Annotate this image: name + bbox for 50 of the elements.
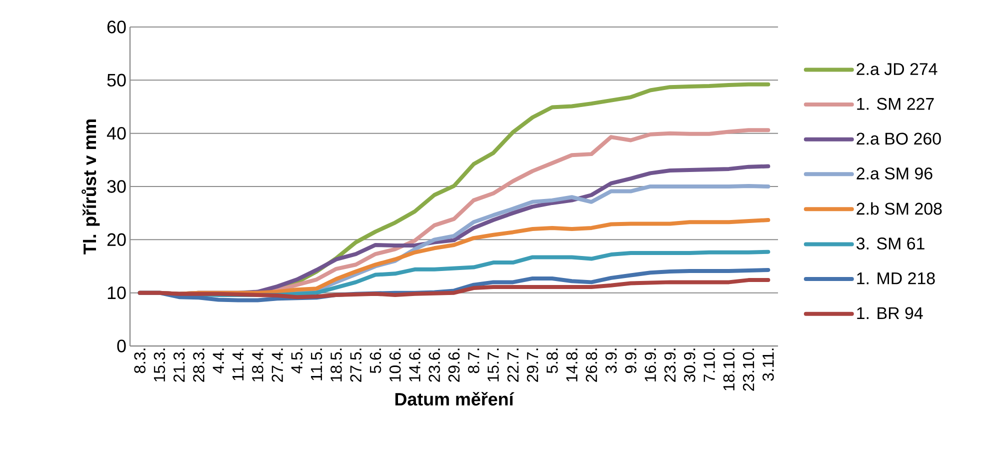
legend-label: 2.a JD 274 — [856, 63, 938, 76]
y-tick-label: 30 — [107, 180, 126, 193]
x-tick-label: 15.3. — [154, 348, 166, 382]
y-tick-label: 40 — [106, 126, 126, 140]
x-tick-label: 5.8. — [546, 348, 558, 374]
y-tick-label: 0 — [117, 340, 126, 352]
x-tick-label: 3.11. — [762, 348, 774, 381]
legend-label: 1. SM 227 — [857, 98, 934, 110]
x-tick-label: 18.4. — [252, 348, 264, 382]
y-tick-label: 60 — [107, 20, 126, 34]
x-tick-label: 26.8. — [586, 348, 598, 382]
x-tick-label: 15.7. — [488, 348, 499, 382]
legend-label: 2.a BO 260 — [856, 132, 941, 145]
legend-label: 1. BR 94 — [857, 307, 923, 320]
x-tick-label: 28.3. — [193, 348, 204, 382]
x-tick-label: 4.4. — [212, 348, 224, 374]
legend-label: 2.a SM 96 — [856, 167, 932, 180]
x-tick-label: 22.7. — [507, 348, 518, 382]
x-tick-label: 3.9. — [605, 348, 617, 374]
x-tick-label: 11.5. — [310, 348, 322, 380]
x-tick-label: 29.7. — [526, 348, 538, 382]
x-tick-label: 9.9. — [625, 348, 636, 374]
y-tick-label: 20 — [107, 233, 126, 246]
x-tick-label: 27.4. — [272, 348, 283, 382]
x-tick-label: 21.3. — [173, 348, 185, 382]
x-tick-label: 23.6. — [428, 348, 440, 382]
x-tick-label: 23.9. — [664, 348, 676, 382]
x-tick-label: 23.10. — [742, 348, 754, 391]
x-tick-label: 5.6. — [370, 348, 382, 374]
y-tick-label: 50 — [107, 74, 126, 87]
x-tick-label: 11.4. — [232, 348, 244, 380]
x-tick-label: 7.10. — [704, 348, 715, 382]
x-tick-label: 18.10. — [723, 348, 735, 390]
x-tick-label: 8.7. — [468, 348, 480, 374]
x-tick-label: 16.9. — [644, 348, 656, 382]
x-tick-label: 30.9. — [684, 348, 696, 382]
x-tick-label: 8.3. — [134, 348, 146, 374]
legend-label: 2.b SM 208 — [856, 202, 942, 215]
x-tick-label: 14.8. — [566, 348, 578, 382]
x-tick-label: 29.6. — [448, 348, 460, 382]
x-tick-label: 14.6. — [409, 348, 420, 382]
y-axis-title: Tl. přírůst v mm — [82, 120, 100, 254]
x-tick-label: 10.6. — [389, 348, 401, 382]
x-axis-title: Datum měření — [395, 392, 514, 406]
y-tick-label: 10 — [108, 286, 126, 300]
x-tick-label: 27.5. — [350, 348, 362, 382]
legend-label: 3. SM 61 — [856, 238, 924, 250]
x-tick-label: 4.5. — [291, 348, 302, 374]
legend-label: 1. MD 218 — [857, 272, 935, 284]
x-tick-label: 18.5. — [330, 348, 342, 382]
